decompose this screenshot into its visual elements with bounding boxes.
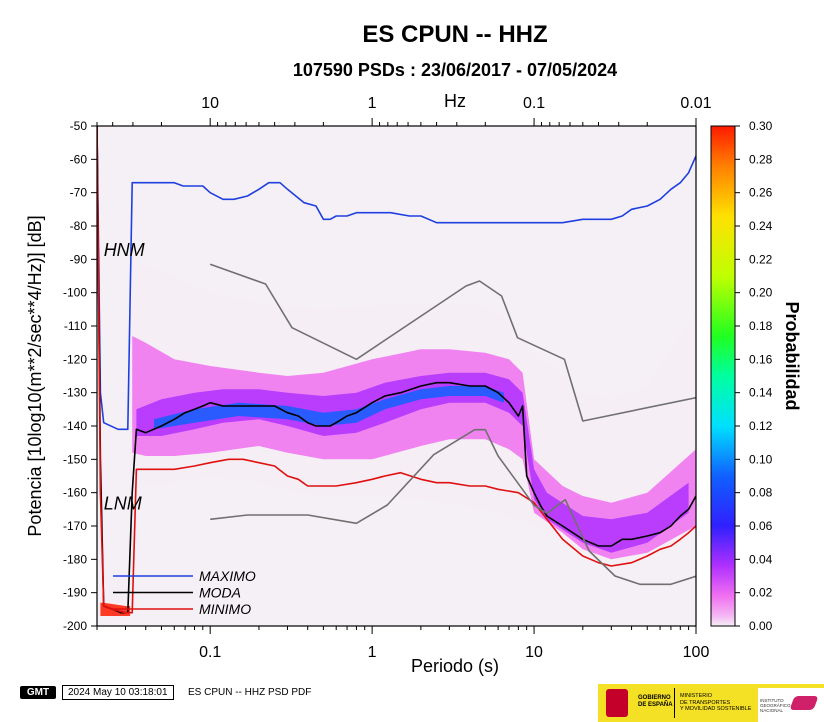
series-line-hnm [209,263,696,422]
x-tick-label: 10 [525,644,543,661]
y-tick-label: -160 [63,486,87,500]
y-tick-label: -90 [70,252,88,266]
chart-subtitle: 107590 PSDs : 23/06/2017 - 07/05/2024 [293,60,617,80]
series-line-moda [97,126,696,614]
y-tick-label: -190 [63,586,87,600]
colorbar-tick-label: 0.00 [749,619,773,633]
density-heatmap [97,126,696,620]
y-tick-label: -180 [63,552,87,566]
top-frequency-axis: 10 1 0.1 0.01 [96,95,712,126]
top-tick-label: 0.01 [680,95,711,112]
chart-title: ES CPUN -- HHZ [362,21,547,48]
top-tick-label: 1 [368,95,377,112]
ign-logo: INSTITUTO GEOGRÁFICO NACIONAL [758,688,824,722]
y-axis: -200 -190 -180 -170 -160 -150 -140 -130 -120 -110… [63,119,97,633]
colorbar-label: Probabilidad [782,301,802,410]
annotations: HNM LNM [104,240,145,513]
top-tick-label: 0.1 [523,95,545,112]
y-axis-label: Potencia [10log10(m**2/sec**4/Hz)] [dB] [25,215,45,536]
legend-label-minimo: MINIMO [199,601,251,617]
y-tick-label: -80 [70,219,88,233]
x-axis: 0.1 1 10 100 [96,626,710,661]
colorbar-tick-label: 0.24 [749,219,773,233]
legend-label-maximo: MAXIMO [199,568,256,584]
series-line-minimo [97,126,696,614]
colorbar-tick-label: 0.10 [749,452,773,466]
colorbar-tick-label: 0.16 [749,352,773,366]
y-tick-label: -50 [70,119,88,133]
colorbar-tick-label: 0.30 [749,119,773,133]
footer-caption: ES CPUN -- HHZ PSD PDF [188,687,312,698]
x-tick-label: 100 [683,644,710,661]
series-line-maximo [97,126,696,431]
annotation-lnm: LNM [104,493,142,513]
timestamp-box: 2024 May 10 03:18:01 [62,685,174,700]
x-tick-label: 1 [368,644,377,661]
colorbar-tick-label: 0.28 [749,152,773,166]
y-tick-label: -120 [63,352,87,366]
colorbar-tick-label: 0.20 [749,286,773,300]
density-band-3 [154,386,504,430]
ign-label: INSTITUTO GEOGRÁFICO NACIONAL [760,698,791,713]
colorbar-tick-label: 0.04 [749,552,773,566]
x-tick-label: 0.1 [199,644,221,661]
y-tick-label: -200 [63,619,87,633]
colorbar-tick-label: 0.08 [749,486,773,500]
gobierno-label: GOBIERNO DE ESPAÑA [638,695,673,708]
spain-crest-icon [606,689,628,717]
colorbar-ticks: 0.00 0.02 0.04 0.06 0.08 0.10 0.12 0.14 0.16 0.18… [735,119,773,633]
colorbar-tick-label: 0.18 [749,319,773,333]
y-tick-label: -150 [63,452,87,466]
psd-pdf-chart: ES CPUN -- HHZ 107590 PSDs : 23/06/2017 … [25,21,802,676]
y-tick-label: -130 [63,386,87,400]
series-line-lnm [210,428,696,586]
y-tick-label: -60 [70,152,88,166]
colorbar-tick-label: 0.26 [749,186,773,200]
y-tick-label: -170 [63,519,87,533]
institution-banner: GOBIERNO DE ESPAÑA MINISTERIO DE TRANSPORT… [598,684,824,722]
series-lines [97,126,696,614]
gmt-logo: GMT [20,686,56,699]
colorbar-tick-label: 0.14 [749,386,773,400]
footer: GMT 2024 May 10 03:18:01 ES CPUN -- HHZ … [20,684,600,702]
annotation-hnm: HNM [104,240,145,260]
colorbar-tick-label: 0.02 [749,586,773,600]
y-tick-label: -100 [63,286,87,300]
x-axis-label: Periodo (s) [411,656,499,676]
banner-divider [674,688,675,718]
colorbar-tick-label: 0.22 [749,252,773,266]
legend-label-moda: MODA [199,585,241,601]
plot-frame [96,125,697,627]
colorbar-tick-label: 0.12 [749,419,773,433]
y-tick-label: -70 [70,186,88,200]
ministerio-label: MINISTERIO DE TRANSPORTES Y MOVILIDAD SOST… [680,693,752,712]
top-axis-unit-label: Hz [444,91,466,111]
colorbar [710,125,736,627]
colorbar-tick-label: 0.06 [749,519,773,533]
y-tick-label: -140 [63,419,87,433]
y-tick-label: -110 [64,319,87,333]
top-tick-label: 10 [201,95,219,112]
ign-mark-icon [789,696,819,710]
